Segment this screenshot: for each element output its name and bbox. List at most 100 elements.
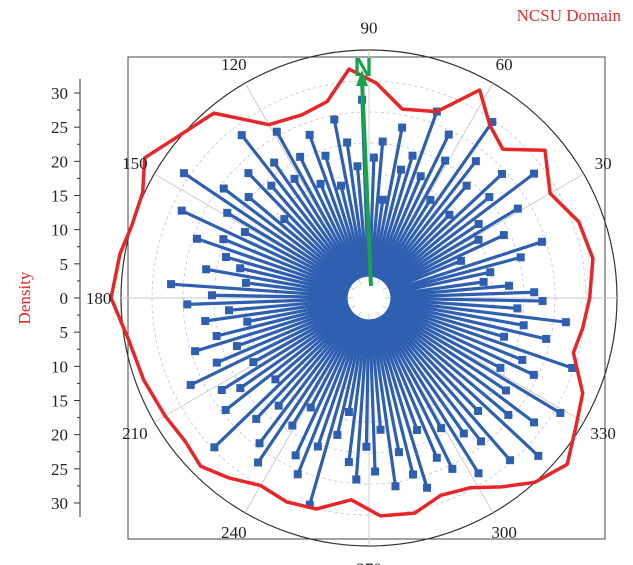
spoke-marker bbox=[369, 153, 378, 162]
spoke-line bbox=[189, 305, 351, 387]
spoke-marker bbox=[561, 318, 570, 327]
spoke-marker bbox=[232, 342, 241, 351]
angle-tick-label: 120 bbox=[221, 55, 247, 74]
spoke-marker bbox=[518, 355, 527, 364]
spoke-line bbox=[323, 155, 365, 278]
spoke-line bbox=[354, 319, 370, 480]
spoke-line bbox=[228, 298, 348, 312]
spoke-marker bbox=[252, 414, 261, 423]
spoke-marker bbox=[408, 151, 417, 160]
spoke-marker bbox=[534, 451, 543, 460]
north-label: N bbox=[354, 52, 373, 82]
spoke-marker bbox=[306, 403, 315, 412]
spoke-line bbox=[381, 313, 512, 462]
spoke-line bbox=[222, 187, 353, 287]
spoke-line bbox=[252, 307, 351, 364]
spoke-line bbox=[385, 222, 480, 288]
spoke-marker bbox=[391, 482, 400, 491]
spoke-marker bbox=[296, 152, 305, 161]
spoke-marker bbox=[243, 317, 252, 326]
spoke-line bbox=[339, 185, 366, 278]
spoke-marker bbox=[476, 437, 485, 446]
spoke-line bbox=[236, 303, 350, 348]
spoke-line bbox=[384, 310, 510, 417]
spoke-line bbox=[390, 280, 484, 297]
spoke-line bbox=[380, 121, 494, 282]
spoke-marker bbox=[462, 181, 471, 190]
spoke-marker bbox=[516, 253, 525, 262]
spoke-line bbox=[347, 319, 368, 463]
spoke-marker bbox=[201, 317, 210, 326]
spoke-line bbox=[258, 314, 358, 445]
radial-tick-label: 15 bbox=[51, 392, 68, 411]
spoke-line bbox=[388, 259, 462, 292]
spoke-line bbox=[368, 319, 377, 472]
spoke-line bbox=[386, 207, 519, 289]
spoke-line bbox=[216, 304, 350, 365]
spoke-marker bbox=[337, 181, 346, 190]
data-spokes bbox=[167, 95, 577, 509]
spoke-marker bbox=[177, 206, 186, 215]
spoke-marker bbox=[479, 277, 488, 286]
angle-tick-label: 300 bbox=[491, 523, 517, 542]
spoke-line bbox=[372, 318, 415, 475]
spoke-marker bbox=[486, 268, 495, 277]
spoke-marker bbox=[167, 280, 176, 289]
spoke-marker bbox=[316, 179, 325, 188]
spoke-line bbox=[194, 302, 349, 353]
spoke-marker bbox=[254, 458, 263, 467]
spoke-line bbox=[335, 318, 366, 436]
spoke-marker bbox=[448, 464, 457, 473]
spoke-marker bbox=[474, 406, 483, 415]
spoke-marker bbox=[530, 169, 539, 178]
spoke-line bbox=[355, 166, 369, 277]
radial-tick-label: 0 bbox=[60, 289, 69, 308]
spoke-marker bbox=[313, 442, 322, 451]
spoke-marker bbox=[506, 456, 515, 465]
spoke-marker bbox=[437, 424, 446, 433]
spoke-marker bbox=[241, 278, 250, 287]
spoke-line bbox=[386, 307, 562, 415]
spoke-marker bbox=[432, 453, 441, 462]
angle-tick-label: 180 bbox=[86, 289, 112, 308]
spoke-line bbox=[378, 159, 447, 280]
spoke-marker bbox=[504, 410, 513, 419]
spoke-line bbox=[388, 304, 523, 362]
spoke-line bbox=[364, 319, 371, 447]
spoke-line bbox=[389, 300, 524, 327]
spoke-marker bbox=[270, 158, 279, 167]
spoke-marker bbox=[236, 264, 245, 273]
spoke-marker bbox=[498, 169, 507, 178]
spoke-line bbox=[390, 296, 543, 303]
spoke-line bbox=[187, 297, 348, 306]
spoke-line bbox=[309, 316, 361, 409]
spoke-marker bbox=[249, 358, 258, 367]
spoke-line bbox=[374, 111, 439, 279]
spoke-marker bbox=[305, 130, 314, 139]
spoke-marker bbox=[240, 228, 249, 237]
spoke-line bbox=[373, 155, 415, 278]
spoke-marker bbox=[344, 407, 353, 416]
radial-tick-label: 25 bbox=[51, 118, 68, 137]
spoke-marker bbox=[236, 384, 245, 393]
spoke-marker bbox=[502, 386, 511, 395]
spoke-marker bbox=[474, 469, 483, 478]
angle-tick-label: 270 bbox=[356, 559, 382, 565]
spoke-marker bbox=[212, 358, 221, 367]
center-hole bbox=[353, 282, 385, 314]
spoke-marker bbox=[530, 288, 539, 297]
spoke-marker bbox=[413, 426, 422, 435]
spoke-line bbox=[275, 130, 360, 280]
spoke-marker bbox=[179, 169, 188, 178]
spoke-line bbox=[247, 172, 356, 284]
radial-axis: 0 5 5 10 10 15 15 20 20 25 25 30 30 Density bbox=[15, 79, 81, 517]
angle-tick-label: 210 bbox=[122, 424, 148, 443]
spoke-line bbox=[224, 309, 354, 412]
spoke-line bbox=[387, 233, 505, 291]
spoke-line bbox=[294, 316, 362, 457]
spoke-line bbox=[379, 199, 432, 281]
spoke-line bbox=[387, 305, 535, 377]
spoke-marker bbox=[255, 439, 264, 448]
density-outline bbox=[109, 67, 595, 518]
